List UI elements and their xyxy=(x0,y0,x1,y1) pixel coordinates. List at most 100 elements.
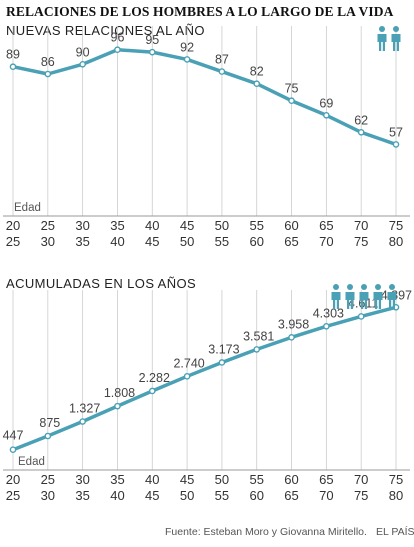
tick-label-start: 55 xyxy=(249,218,263,233)
tick-label-end: 30 xyxy=(41,488,55,503)
tick-label-start: 50 xyxy=(215,472,229,487)
tick-label-end: 25 xyxy=(6,488,20,503)
tick-label-start: 50 xyxy=(215,218,229,233)
data-label: 62 xyxy=(354,113,368,127)
tick-label-end: 75 xyxy=(354,488,368,503)
tick-label-start: 60 xyxy=(284,472,298,487)
tick-label-end: 70 xyxy=(319,234,333,249)
data-label: 96 xyxy=(111,31,125,45)
tick-label-end: 25 xyxy=(6,234,20,249)
tick-label-start: 20 xyxy=(6,218,20,233)
data-label: 92 xyxy=(180,40,194,54)
chart-1-title: NUEVAS RELACIONES AL AÑO xyxy=(6,23,205,38)
data-point xyxy=(148,387,156,395)
data-point xyxy=(183,373,191,380)
person-icon xyxy=(359,284,369,309)
tick-label-end: 65 xyxy=(284,488,298,503)
data-point xyxy=(44,70,52,78)
data-label: 875 xyxy=(39,416,60,430)
series-line xyxy=(11,47,398,147)
x-axis-label: Edad xyxy=(18,456,45,468)
tick-label-end: 35 xyxy=(75,234,89,249)
data-point xyxy=(114,402,121,410)
data-point xyxy=(392,141,400,148)
data-label: 2.282 xyxy=(139,371,170,385)
data-point xyxy=(288,97,295,105)
source-note: Fuente: Esteban Moro y Giovanna Miritell… xyxy=(165,526,367,538)
data-label: 90 xyxy=(76,45,90,59)
data-point xyxy=(9,63,17,71)
data-label: 87 xyxy=(215,53,229,67)
chart-2-title: ACUMULADAS EN LOS AÑOS xyxy=(6,276,197,291)
tick-label-start: 40 xyxy=(145,472,159,487)
person-icon xyxy=(391,26,401,51)
tick-label-start: 35 xyxy=(110,472,124,487)
tick-label-start: 65 xyxy=(319,472,333,487)
tick-label-end: 55 xyxy=(215,488,229,503)
data-label: 57 xyxy=(389,125,403,139)
data-label: 3.173 xyxy=(208,342,239,356)
tick-label-start: 70 xyxy=(354,472,368,487)
tick-label-start: 45 xyxy=(180,472,194,487)
data-point xyxy=(9,446,17,453)
tick-label-start: 45 xyxy=(180,218,194,233)
tick-label-end: 40 xyxy=(110,234,124,249)
data-point xyxy=(44,432,52,440)
tick-label-end: 50 xyxy=(180,234,194,249)
person-icon xyxy=(377,26,387,51)
tick-label-end: 55 xyxy=(215,234,229,249)
data-label: 95 xyxy=(145,33,159,47)
tick-label-start: 20 xyxy=(6,472,20,487)
x-axis-label: Edad xyxy=(14,202,41,214)
person-icon xyxy=(373,284,383,309)
tick-label-start: 40 xyxy=(145,218,159,233)
person-icon xyxy=(345,284,355,309)
tick-label-start: 25 xyxy=(41,218,55,233)
tick-label-end: 60 xyxy=(249,488,263,503)
data-label: 447 xyxy=(3,429,24,443)
data-point xyxy=(288,334,295,341)
brand-label: EL PAÍS xyxy=(376,526,414,538)
tick-label-end: 75 xyxy=(354,234,368,249)
tick-label-end: 50 xyxy=(180,488,194,503)
data-label: 75 xyxy=(285,82,299,96)
data-point xyxy=(114,46,121,54)
data-point xyxy=(357,313,365,320)
data-label: 3.958 xyxy=(278,317,309,331)
data-label: 4.303 xyxy=(313,306,344,320)
data-label: 1.327 xyxy=(69,402,100,416)
tick-label-end: 40 xyxy=(110,488,124,503)
data-label: 86 xyxy=(41,55,55,69)
data-point xyxy=(148,48,156,56)
person-icon xyxy=(387,284,397,309)
tick-label-end: 35 xyxy=(75,488,89,503)
tick-label-end: 45 xyxy=(145,234,159,249)
tick-label-end: 70 xyxy=(319,488,333,503)
chart-title: RELACIONES DE LOS HOMBRES A LO LARGO DE … xyxy=(6,4,394,19)
tick-label-start: 60 xyxy=(284,218,298,233)
tick-label-end: 80 xyxy=(389,488,403,503)
tick-label-start: 70 xyxy=(354,218,368,233)
data-point xyxy=(218,68,226,75)
data-label: 3.581 xyxy=(243,329,274,343)
person-icon xyxy=(331,284,341,309)
data-label: 1.808 xyxy=(104,386,135,400)
data-label: 4.611 xyxy=(348,296,378,310)
data-label: 2.740 xyxy=(173,356,204,370)
tick-label-start: 35 xyxy=(110,218,124,233)
tick-label-start: 75 xyxy=(389,218,403,233)
data-point xyxy=(218,359,226,366)
data-point xyxy=(323,111,330,119)
tick-label-end: 65 xyxy=(284,234,298,249)
data-point xyxy=(79,60,86,68)
data-point xyxy=(253,346,261,353)
tick-label-start: 25 xyxy=(41,472,55,487)
data-point xyxy=(357,128,365,136)
series-line xyxy=(11,305,398,452)
tick-label-end: 80 xyxy=(389,234,403,249)
data-point xyxy=(79,418,86,425)
tick-label-start: 65 xyxy=(319,218,333,233)
tick-label-start: 75 xyxy=(389,472,403,487)
